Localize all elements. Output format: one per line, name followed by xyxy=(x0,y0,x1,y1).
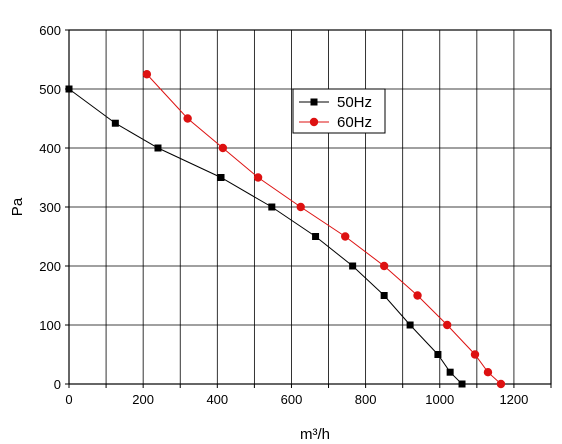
ticks xyxy=(65,29,552,388)
circle-marker xyxy=(296,202,305,212)
square-marker xyxy=(217,174,225,181)
square-marker xyxy=(446,368,454,376)
circle-marker xyxy=(341,232,350,241)
circle-marker xyxy=(470,350,480,359)
circle-marker xyxy=(142,70,152,79)
y-tick-label: 400 xyxy=(39,141,61,156)
grid xyxy=(69,30,551,384)
y-tick-label: 0 xyxy=(54,377,61,392)
square-marker xyxy=(349,262,357,270)
legend-label: 50Hz xyxy=(337,94,372,111)
legend-marker xyxy=(309,117,319,127)
y-tick-label: 600 xyxy=(39,23,61,38)
y-tick-label: 300 xyxy=(39,200,61,215)
circle-marker xyxy=(483,368,493,377)
series-50hz xyxy=(65,85,466,388)
x-tick-label: 800 xyxy=(355,392,377,407)
x-tick-label: 400 xyxy=(206,392,228,407)
circle-marker xyxy=(496,379,506,389)
circle-marker xyxy=(379,261,389,271)
y-tick-label: 500 xyxy=(39,82,61,97)
x-tick-label: 1000 xyxy=(425,392,454,407)
legend-item: 60Hz xyxy=(299,114,372,131)
legend-marker xyxy=(310,98,318,106)
series-layer xyxy=(65,70,506,389)
x-tick-label: 200 xyxy=(132,392,154,407)
y-axis-label: Pa xyxy=(9,197,26,216)
series-60hz xyxy=(142,70,506,389)
circle-marker xyxy=(442,320,452,330)
legend: 50Hz 60Hz xyxy=(292,88,386,134)
circle-marker xyxy=(183,114,192,123)
square-marker xyxy=(434,351,442,358)
square-marker xyxy=(65,85,73,93)
legend-label: 60Hz xyxy=(337,114,372,131)
square-marker xyxy=(154,144,162,152)
y-tick-label: 100 xyxy=(39,318,61,333)
square-marker xyxy=(406,321,414,329)
tick-labels: 0 200 400 600 800 1000 1200 0 100 200 300 400 500 600 xyxy=(39,23,528,407)
legend-box xyxy=(292,88,386,134)
legend-item: 50Hz xyxy=(299,94,372,111)
circle-marker xyxy=(413,291,422,300)
circle-marker xyxy=(218,143,228,153)
square-marker xyxy=(380,292,388,299)
square-marker xyxy=(312,233,320,240)
circle-marker xyxy=(253,173,263,182)
x-axis-label: m³/h xyxy=(300,426,330,443)
x-tick-label: 600 xyxy=(281,392,303,407)
square-marker xyxy=(268,203,276,211)
x-tick-label: 0 xyxy=(65,392,72,407)
y-tick-label: 200 xyxy=(39,259,61,274)
square-marker xyxy=(458,380,466,388)
x-tick-label: 1200 xyxy=(499,392,528,407)
square-marker xyxy=(111,119,119,127)
